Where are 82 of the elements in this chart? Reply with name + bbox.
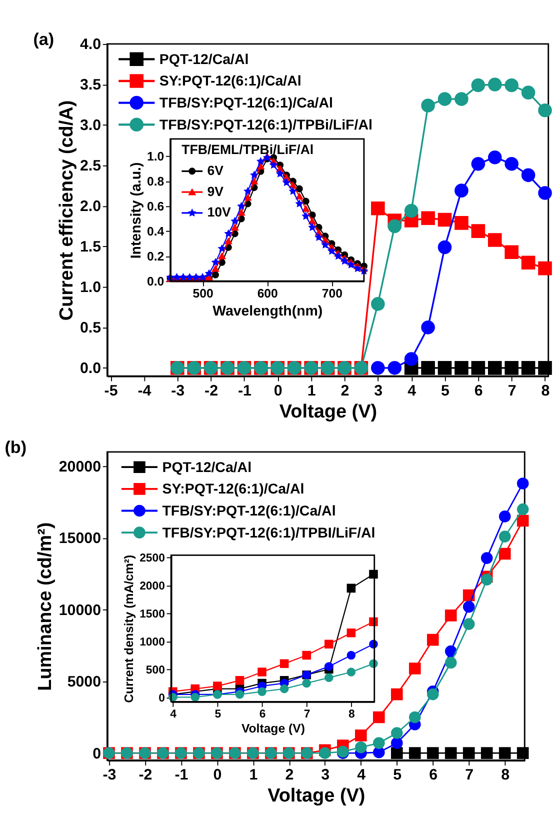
x-axis-title: Voltage (V) xyxy=(241,722,305,736)
y-tick-label: 15000 xyxy=(58,530,102,548)
legend-label: SY:PQT-12(6:1)/Ca/Al xyxy=(162,482,304,498)
x-tick-label: 500 xyxy=(192,286,214,301)
y-tick-label: 0.6 xyxy=(146,200,164,214)
y-axis-title: Intensity (a.u.) xyxy=(128,162,144,259)
legend-label: SY:PQT-12(6:1)/Ca/Al xyxy=(159,74,302,90)
y-axis-title: Current density (mA/cm²) xyxy=(122,554,136,703)
x-tick-label: 2 xyxy=(285,766,294,784)
y-tick-label: 5000 xyxy=(67,674,102,691)
y-tick-label: 4.0 xyxy=(80,36,102,54)
x-axis-title: Voltage (V) xyxy=(268,786,366,807)
x-tick-label: -1 xyxy=(238,382,252,400)
y-tick-label: 3.0 xyxy=(80,117,102,134)
legend-label: TFB/SY:PQT-12(6:1)/TPBi/LiF/Al xyxy=(159,117,372,134)
x-axis-title: Wavelength(nm) xyxy=(212,304,323,320)
y-tick-label: 0.0 xyxy=(80,360,102,378)
y-tick-label: 0.2 xyxy=(146,249,164,264)
x-tick-label: 7 xyxy=(465,766,474,784)
y-tick-label: 2000 xyxy=(140,580,165,593)
y-axis-title: Luminance (cd/m²) xyxy=(35,522,56,691)
y-tick-label: 0.8 xyxy=(146,174,164,189)
y-tick-label: 1000 xyxy=(140,636,165,649)
y-tick-label: 0.5 xyxy=(80,320,102,337)
x-tick-label: 1 xyxy=(249,766,258,784)
y-tick-label: 2500 xyxy=(140,552,165,565)
x-tick-label: 5 xyxy=(393,766,402,784)
x-tick-label: -3 xyxy=(171,382,185,400)
legend-label: TFB/SY:PQT-12(6:1)/TPBI/LiF/Al xyxy=(162,525,376,542)
x-tick-label: 4 xyxy=(170,708,178,720)
legend-label: TFB/SY:PQT-12(6:1)/Ca/Al xyxy=(162,503,336,520)
y-tick-label: 0.4 xyxy=(146,224,164,238)
y-axis-title: Current efficiency (cd/A) xyxy=(56,100,78,321)
y-tick-label: 1.5 xyxy=(80,238,102,256)
y-tick-label: 1.0 xyxy=(80,279,102,296)
x-tick-label: 0 xyxy=(274,382,282,400)
y-tick-label: 20000 xyxy=(58,458,102,476)
y-tick-label: 500 xyxy=(146,664,165,677)
x-tick-label: 8 xyxy=(501,766,510,784)
text: (a) xyxy=(33,30,54,49)
x-tick-label: 7 xyxy=(508,382,516,400)
y-tick-label: 1500 xyxy=(140,608,165,621)
x-tick-label: 4 xyxy=(408,382,417,400)
legend-label: PQT-12/Ca/Al xyxy=(159,52,249,68)
x-tick-label: 2 xyxy=(340,382,350,400)
x-tick-label: 6 xyxy=(429,766,438,784)
x-tick-label: 600 xyxy=(257,286,278,301)
x-tick-label: 6 xyxy=(474,382,483,400)
x-tick-label: 700 xyxy=(322,286,343,301)
x-tick-label: 5 xyxy=(214,708,222,720)
legend-label: 6V xyxy=(207,162,224,178)
x-tick-label: 0 xyxy=(213,766,222,784)
x-tick-label: -4 xyxy=(138,382,152,400)
x-tick-label: 8 xyxy=(348,708,355,720)
y-tick-label: 10000 xyxy=(58,602,102,619)
y-tick-label: 0.0 xyxy=(146,274,164,288)
x-tick-label: 4 xyxy=(357,766,366,784)
y-tick-label: 3.5 xyxy=(80,76,102,94)
x-tick-label: -3 xyxy=(102,766,116,784)
x-tick-label: 8 xyxy=(541,382,550,400)
x-tick-label: -5 xyxy=(104,382,118,400)
legend-label: PQT-12/Ca/Al xyxy=(162,460,252,476)
x-tick-label: 5 xyxy=(441,382,450,400)
x-tick-label: 3 xyxy=(321,766,330,784)
y-tick-label: 0 xyxy=(158,692,165,704)
x-tick-label: 6 xyxy=(259,708,266,720)
x-tick-label: 3 xyxy=(374,382,383,400)
x-axis-title: Voltage (V) xyxy=(279,401,378,422)
x-tick-label: 1 xyxy=(307,382,316,400)
legend-label: 9V xyxy=(207,184,224,199)
legend-label: TFB/SY:PQT-12(6:1)/Ca/Al xyxy=(159,96,333,112)
x-tick-label: -1 xyxy=(174,766,188,784)
y-tick-label: 1.0 xyxy=(146,150,164,164)
y-tick-label: 2.0 xyxy=(80,198,102,216)
x-tick-label: -2 xyxy=(138,766,152,784)
y-tick-label: 0 xyxy=(92,745,102,762)
legend-title: TFB/EML/TPBi/LiF/Al xyxy=(182,142,314,158)
legend-label: 10V xyxy=(207,204,232,220)
x-tick-label: 7 xyxy=(304,708,310,720)
y-tick-label: 2.5 xyxy=(80,158,102,175)
text: (b) xyxy=(4,438,27,457)
x-tick-label: -2 xyxy=(204,382,218,400)
